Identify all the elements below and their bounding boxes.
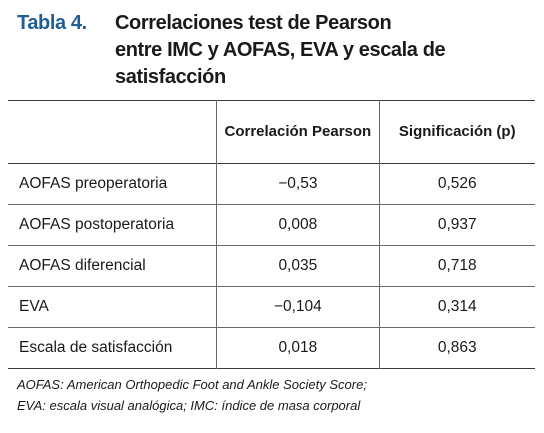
table-number: Tabla 4. <box>17 12 87 34</box>
footnote-line-2: EVA: escala visual analógica; IMC: índic… <box>17 398 361 413</box>
caption-line-2: entre IMC y AOFAS, EVA y escala de <box>17 37 537 64</box>
footnote-line-1: AOFAS: American Orthopedic Foot and Ankl… <box>17 377 367 392</box>
caption-title-line-3: satisfacción <box>115 66 226 88</box>
correlation-value: 0,018 <box>216 327 380 369</box>
p-value: 0,314 <box>378 286 535 328</box>
table-footnote: AOFAS: American Orthopedic Foot and Ankl… <box>17 374 537 416</box>
caption-title-line-2: entre IMC y AOFAS, EVA y escala de <box>115 39 446 61</box>
table-caption: Tabla 4. Correlaciones test de Pearson e… <box>17 10 537 91</box>
p-value: 0,937 <box>378 204 535 246</box>
table-row: Escala de satisfacción 0,018 0,863 <box>8 327 535 369</box>
p-value: 0,526 <box>378 163 535 205</box>
table-row: AOFAS diferencial 0,035 0,718 <box>8 245 535 287</box>
row-label: Escala de satisfacción <box>19 339 173 356</box>
correlation-value: 0,008 <box>216 204 380 246</box>
p-value: 0,863 <box>378 327 535 369</box>
correlation-value: −0,53 <box>216 163 380 205</box>
correlation-table: Correlación Pearson Significación (p) AO… <box>8 100 535 369</box>
header-significance: Significación (p) <box>378 100 535 164</box>
header-correlation: Correlación Pearson <box>216 100 380 164</box>
table-header-row: Correlación Pearson Significación (p) <box>8 100 535 164</box>
table-row: AOFAS postoperatoria 0,008 0,937 <box>8 204 535 246</box>
caption-title-line-1: Correlaciones test de Pearson <box>115 12 392 34</box>
p-value: 0,718 <box>378 245 535 287</box>
row-label: AOFAS preoperatoria <box>19 175 168 192</box>
row-label: AOFAS diferencial <box>19 257 146 274</box>
caption-line-3: satisfacción <box>17 64 537 91</box>
header-empty-cell <box>8 101 217 164</box>
row-label: EVA <box>19 298 49 315</box>
row-label: AOFAS postoperatoria <box>19 216 175 233</box>
correlation-value: 0,035 <box>216 245 380 287</box>
caption-line-1: Tabla 4. Correlaciones test de Pearson <box>17 10 537 37</box>
correlation-value: −0,104 <box>216 286 380 328</box>
table-row: AOFAS preoperatoria −0,53 0,526 <box>8 163 535 205</box>
table-row: EVA −0,104 0,314 <box>8 286 535 328</box>
